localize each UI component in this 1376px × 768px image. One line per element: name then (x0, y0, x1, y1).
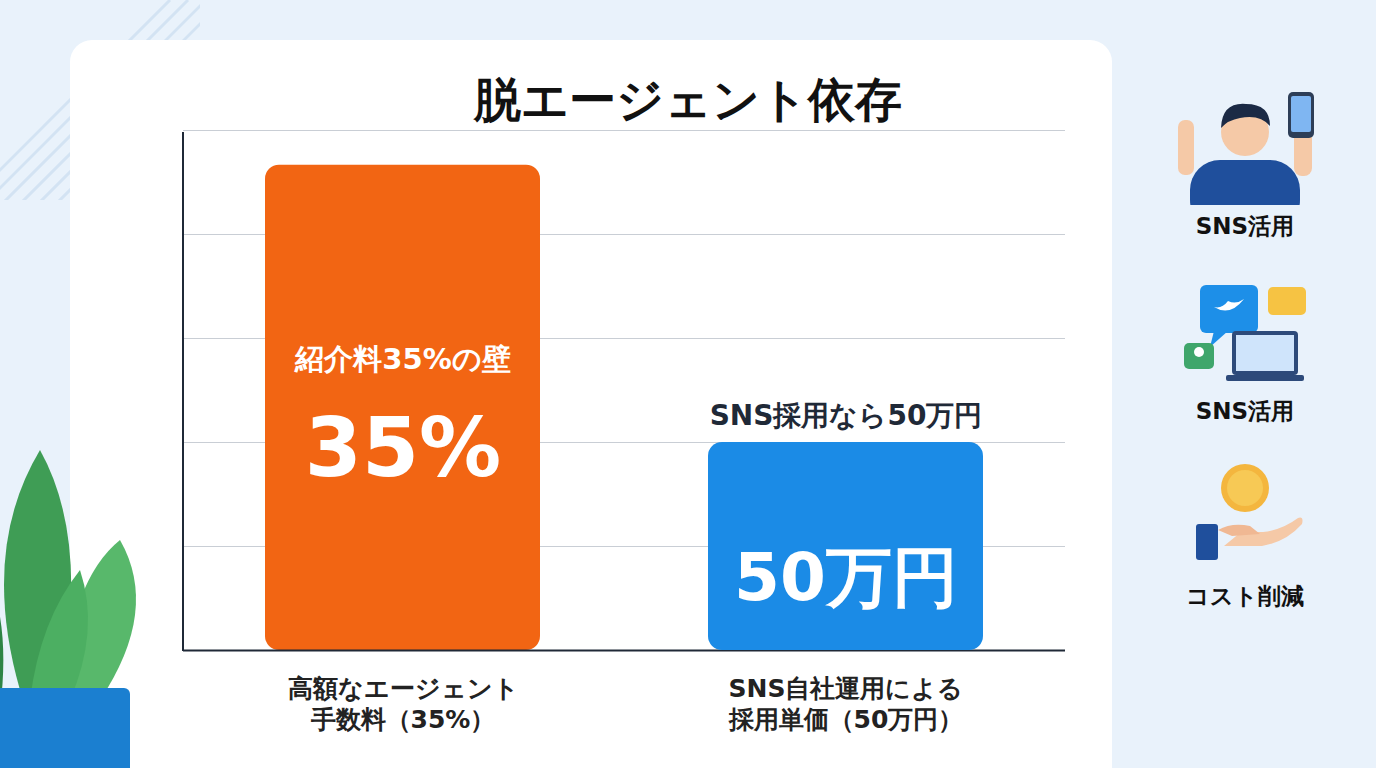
svg-text:紹介料35%の壁: 紹介料35%の壁 (294, 342, 510, 376)
svg-text:SNS採用なら50万円: SNS採用なら50万円 (710, 399, 983, 432)
html-text:脱エージェント依存: 脱エージェント依存 (474, 72, 902, 127)
svg-text:SNS自社運用による採用単価（50万円）: SNS自社運用による採用単価（50万円） (728, 674, 964, 734)
svg-text:35%: 35% (305, 400, 501, 495)
html-text:SNS活用: SNS活用 (1195, 398, 1295, 424)
svg-text:高額なエージェント手数料（35%）: 高額なエージェント手数料（35%） (288, 674, 519, 734)
svg-text:50万円: 50万円 (734, 539, 958, 616)
html-text:コスト削減: コスト削減 (1186, 583, 1304, 609)
html-text:SNS活用: SNS活用 (1195, 213, 1295, 239)
